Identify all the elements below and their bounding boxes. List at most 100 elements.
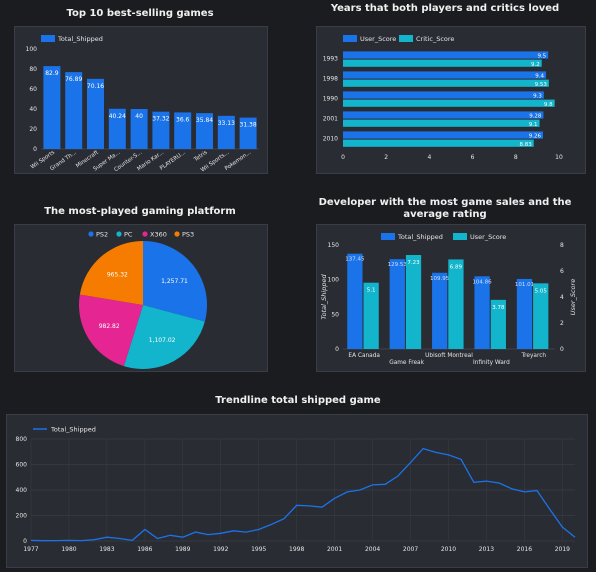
bar bbox=[347, 253, 363, 349]
legend-dev-shipped-label: Total_Shipped bbox=[397, 233, 443, 241]
legend-platform-dot bbox=[88, 231, 94, 237]
bar bbox=[217, 115, 235, 149]
legend-years-user-swatch bbox=[343, 35, 357, 42]
chart-title-developer-line2: average rating bbox=[403, 209, 487, 220]
legend-trend-label: Total_Shipped bbox=[50, 426, 96, 434]
x-tick-label: 2016 bbox=[517, 546, 532, 553]
bar-value-label: 129.53 bbox=[388, 262, 408, 268]
bar-value-label: 40 bbox=[135, 113, 143, 120]
y-tick-label: 100 bbox=[328, 277, 340, 284]
chart-trend: Total_Shipped 0 200 400 600 800 1977 1980 1983 19… bbox=[16, 426, 576, 553]
y-tick-label: 40 bbox=[29, 106, 37, 113]
pie-value-label: 965.32 bbox=[107, 272, 128, 279]
legend-platform-dot bbox=[142, 231, 148, 237]
x-tick-label: 1992 bbox=[213, 546, 228, 553]
y-tick-label: 20 bbox=[29, 126, 37, 133]
bar bbox=[343, 139, 534, 147]
x-tick-label: Ubisoft Montreal bbox=[425, 353, 473, 359]
legend-platform-label: PC bbox=[124, 231, 133, 239]
x-tick-label: 1980 bbox=[61, 546, 76, 553]
legend-dev-score-label: User_Score bbox=[470, 233, 506, 241]
bar-value-label: 5.1 bbox=[367, 288, 376, 294]
panel-trend: Total_Shipped 0 200 400 600 800 1977 1980 1983 19… bbox=[6, 414, 588, 568]
bar-value-label: 40.24 bbox=[109, 113, 126, 120]
bar bbox=[108, 108, 126, 149]
bar bbox=[490, 299, 506, 349]
legend-top10-swatch bbox=[41, 35, 55, 42]
bar-value-label: 101.01 bbox=[515, 282, 534, 288]
bar-value-label: 9.4 bbox=[535, 74, 544, 80]
bar-value-label: 36.6 bbox=[176, 116, 190, 123]
chart-title-top10: Top 10 best-selling games bbox=[66, 8, 214, 19]
x-tick-label: 2001 bbox=[327, 546, 342, 553]
bar bbox=[239, 117, 257, 149]
bar bbox=[174, 112, 192, 149]
bar-value-label: 9.8 bbox=[544, 102, 553, 108]
bar bbox=[86, 78, 105, 149]
bar-value-label: 7.23 bbox=[407, 260, 420, 266]
y2-tick-label: 8 bbox=[560, 242, 564, 249]
bar-value-label: 82.9 bbox=[45, 70, 59, 77]
y-tick-label: 800 bbox=[16, 436, 28, 443]
y-tick-label: 400 bbox=[16, 487, 28, 494]
x-tick-label: 1995 bbox=[251, 546, 266, 553]
legend-dev-score-swatch bbox=[453, 233, 467, 240]
x-tick-label: Treyarch bbox=[520, 353, 546, 359]
x-tick-label: 1998 bbox=[289, 546, 304, 553]
y2-tick-label: 0 bbox=[560, 346, 564, 353]
bar bbox=[516, 278, 533, 349]
pie-value-label: 1,257.71 bbox=[161, 278, 188, 285]
legend-top10-label: Total_Shipped bbox=[57, 35, 103, 43]
x-tick-label: 1977 bbox=[23, 546, 38, 553]
y-tick-label: 100 bbox=[26, 46, 38, 53]
bar-value-label: 33.13 bbox=[218, 120, 235, 127]
y-tick-label: 600 bbox=[16, 462, 28, 469]
x-tick-label: 0 bbox=[341, 154, 345, 161]
x-tick-label: 2013 bbox=[479, 546, 494, 553]
y-tick-label: 50 bbox=[331, 311, 339, 318]
x-tick-label: 10 bbox=[555, 154, 563, 161]
legend-platform-label: PS3 bbox=[182, 231, 194, 239]
bar bbox=[343, 111, 544, 119]
bar bbox=[405, 255, 422, 349]
bar bbox=[343, 71, 547, 79]
pie-slice bbox=[143, 241, 207, 322]
y-tick-label: 2001 bbox=[323, 116, 338, 123]
panel-years: User_Score Critic_Score 0 2 4 6 8 10 1993 9.5 9.2 1… bbox=[316, 26, 586, 174]
bar bbox=[389, 259, 405, 349]
bar-value-label: 3.78 bbox=[492, 305, 505, 311]
chart-title-trend: Trendline total shipped game bbox=[215, 395, 381, 406]
x-tick-label: 6 bbox=[471, 154, 475, 161]
bar bbox=[195, 113, 214, 149]
bar bbox=[363, 282, 379, 349]
bar bbox=[432, 272, 448, 349]
series-line bbox=[30, 447, 576, 542]
chart-platform: PS2 PC X360 PS3 1,257.71 1,107.02 982.82 965.32 bbox=[79, 231, 207, 369]
pie-slice bbox=[79, 294, 143, 367]
bar-value-label: 104.86 bbox=[472, 279, 492, 285]
y-tick-label: 80 bbox=[29, 66, 37, 73]
bar-value-label: 9.53 bbox=[535, 82, 548, 88]
bar-value-label: 9.1 bbox=[529, 122, 538, 128]
legend-platform-label: X360 bbox=[150, 231, 167, 239]
y-tick-label: 200 bbox=[16, 513, 28, 520]
bar bbox=[65, 72, 83, 149]
y-tick-label: 60 bbox=[29, 86, 37, 93]
pie-value-label: 1,107.02 bbox=[149, 337, 176, 344]
bar-value-label: 6.89 bbox=[450, 264, 463, 270]
bar-value-label: 31.38 bbox=[240, 122, 257, 129]
y-tick-label: 2010 bbox=[323, 136, 338, 143]
x-tick-label: 2 bbox=[384, 154, 388, 161]
y2-tick-label: 6 bbox=[560, 268, 564, 275]
x-tick-label: 1983 bbox=[99, 546, 114, 553]
y-tick-label: 0 bbox=[23, 538, 27, 545]
y2-axis-label: User_Score bbox=[569, 279, 577, 315]
bar bbox=[152, 111, 170, 149]
bar-value-label: 9.5 bbox=[537, 54, 546, 60]
bar bbox=[533, 283, 549, 349]
legend-years-user-label: User_Score bbox=[360, 35, 396, 43]
x-tick-label: Infinity Ward bbox=[473, 360, 510, 366]
pie-value-label: 982.82 bbox=[99, 323, 120, 330]
x-tick-label: 2019 bbox=[555, 546, 570, 553]
